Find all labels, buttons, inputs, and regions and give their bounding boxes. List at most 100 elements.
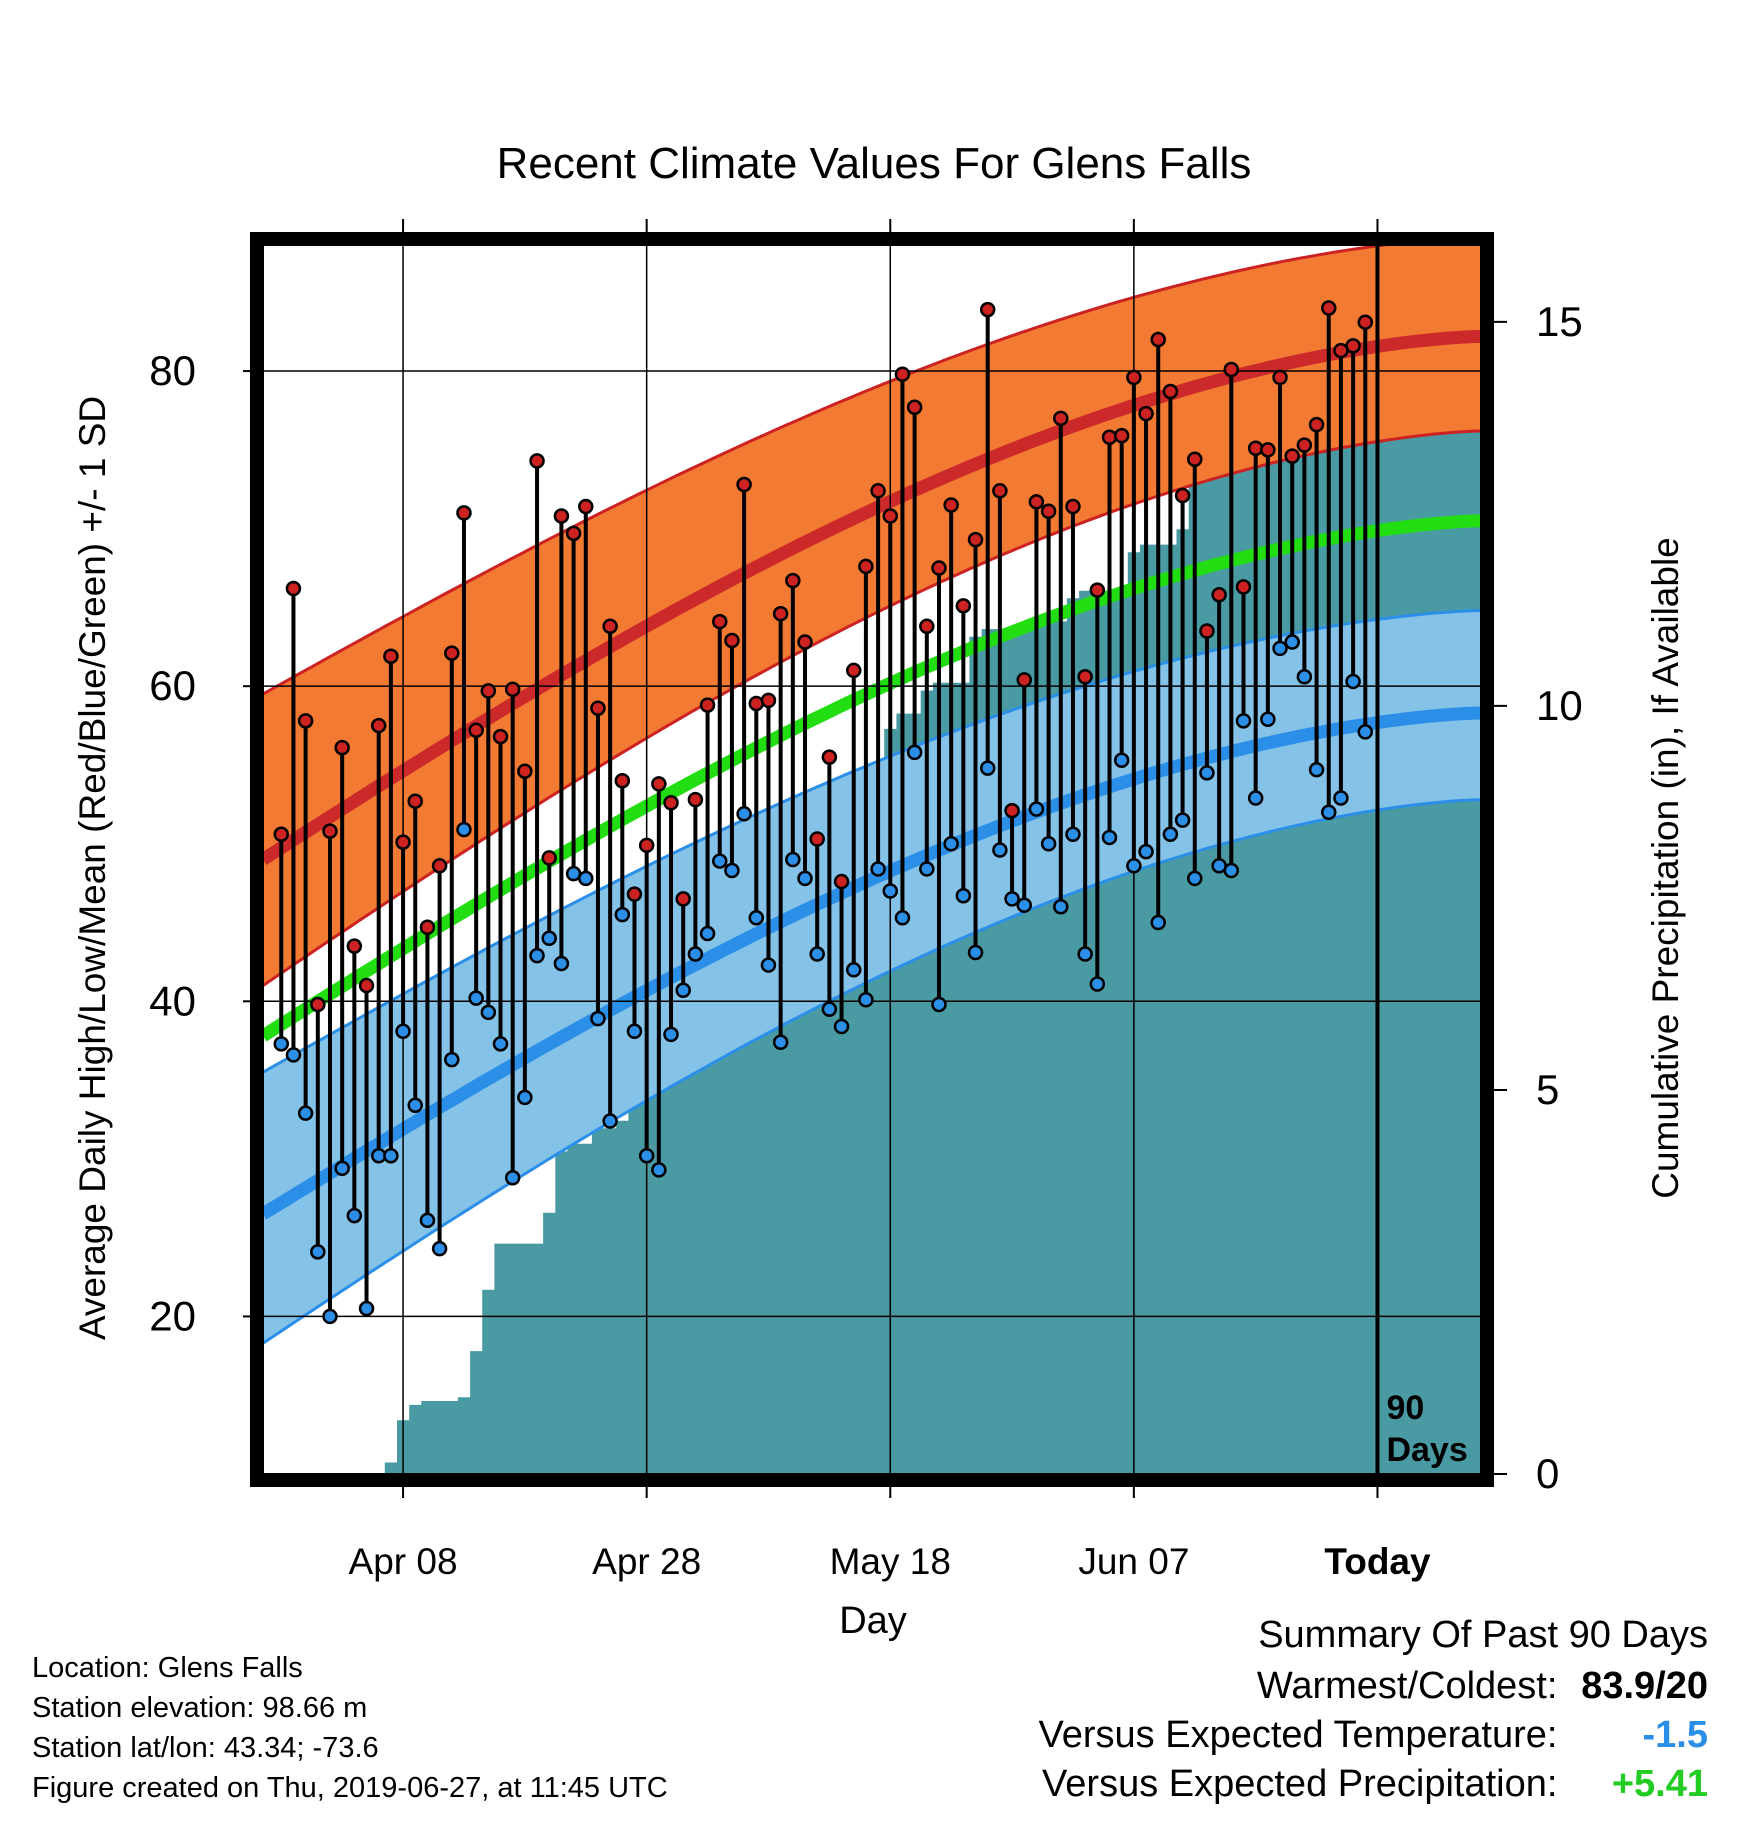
low-point [358, 1300, 375, 1317]
low-point [1235, 713, 1252, 729]
high-point [1272, 369, 1288, 386]
plot-frame [250, 232, 1494, 1487]
high-point [517, 763, 533, 780]
low-point [1016, 897, 1032, 913]
normal-low-line [263, 706, 1481, 1220]
high-point [809, 831, 825, 847]
low-point [1321, 804, 1337, 820]
high-point [967, 531, 984, 548]
high-point [1065, 498, 1081, 515]
high-point [1321, 300, 1337, 316]
high-point [1247, 440, 1264, 457]
high-point [1260, 442, 1276, 458]
low-point [1357, 724, 1374, 740]
low-point [407, 1097, 423, 1114]
y2-tick-label: 15 [1536, 298, 1583, 345]
high-point [492, 728, 509, 745]
low-point [1101, 829, 1118, 846]
high-point [529, 453, 545, 469]
high-point [1089, 582, 1106, 598]
high-point [870, 483, 886, 499]
low-point [1040, 835, 1057, 852]
high-point [906, 399, 923, 416]
high-sd-band [263, 245, 1481, 986]
high-point [1199, 623, 1215, 639]
low-point [760, 957, 777, 973]
high-point [504, 681, 521, 698]
y2-tick-label: 5 [1536, 1066, 1559, 1113]
y-axis-label: Average Daily High/Low/Mean (Red/Blue/Gr… [72, 396, 113, 1340]
low-point [517, 1089, 533, 1106]
precip-label: Versus Expected Precipitation: [1042, 1763, 1558, 1805]
low-point [979, 760, 996, 776]
high-point [724, 632, 740, 649]
low-point [1174, 812, 1191, 828]
low-point [651, 1162, 667, 1178]
high-point [1138, 405, 1154, 422]
high-point [943, 497, 959, 513]
low-point [334, 1160, 350, 1177]
low-point [772, 1034, 789, 1051]
normal-high-line [263, 329, 1481, 865]
low-point [480, 1004, 497, 1021]
high-point [273, 826, 290, 843]
high-point [772, 605, 789, 622]
summary-temp: Versus Expected Temperature: -1.5 [1039, 1714, 1708, 1757]
high-point [456, 505, 472, 521]
high-point [699, 697, 716, 713]
low-point [1260, 711, 1276, 728]
low-point [748, 910, 765, 926]
high-point [407, 793, 423, 809]
high-point [1101, 429, 1118, 445]
high-point [358, 977, 375, 994]
low-point [541, 930, 557, 947]
high-point [1016, 672, 1032, 688]
low-point [638, 1147, 655, 1164]
low-point [1028, 801, 1045, 817]
high-point [675, 891, 691, 907]
high-point [712, 613, 728, 630]
high-point [894, 366, 911, 382]
elevation-text: Station elevation: 98.66 m [32, 1692, 368, 1724]
x-tick-label: Apr 28 [592, 1541, 701, 1582]
high-point [565, 525, 582, 542]
latlon-text: Station lat/lon: 43.34; -73.6 [32, 1732, 379, 1764]
low-point [285, 1047, 302, 1063]
high-point [1126, 369, 1142, 386]
low-point [955, 887, 972, 904]
high-point [590, 700, 606, 716]
low-point [346, 1207, 363, 1224]
high-point [833, 873, 850, 890]
high-point [480, 683, 497, 699]
low-point [1053, 899, 1069, 915]
created-text: Figure created on Thu, 2019-06-27, at 11… [32, 1772, 668, 1804]
low-point [578, 870, 594, 887]
low-point [1162, 826, 1179, 843]
high-point [1053, 410, 1069, 427]
low-point [821, 1001, 838, 1017]
low-point [590, 1010, 606, 1027]
high-point [919, 618, 935, 635]
high-point [614, 772, 631, 789]
high-point [285, 580, 302, 597]
low-point [1138, 843, 1154, 860]
low-point [833, 1018, 850, 1035]
high-point [578, 498, 594, 515]
high-point [785, 572, 801, 589]
summary-precip: Versus Expected Precipitation: +5.41 [1042, 1763, 1708, 1806]
y2-tick-label: 0 [1536, 1450, 1559, 1497]
low-point [553, 955, 570, 972]
low-point [1077, 946, 1093, 962]
low-sd-band [263, 610, 1481, 1344]
low-point [845, 962, 862, 978]
low-point [297, 1105, 314, 1121]
high-point [992, 483, 1008, 499]
low-point [797, 870, 813, 887]
x-tick-label: Today [1324, 1541, 1431, 1582]
summary-heading: Summary Of Past 90 Days [1258, 1614, 1708, 1656]
high-point [882, 508, 899, 524]
low-point [1089, 976, 1106, 992]
low-point [492, 1036, 509, 1052]
today-days-word: Days [1386, 1431, 1467, 1469]
station-info: Location: Glens Falls Station elevation:… [32, 1648, 668, 1808]
